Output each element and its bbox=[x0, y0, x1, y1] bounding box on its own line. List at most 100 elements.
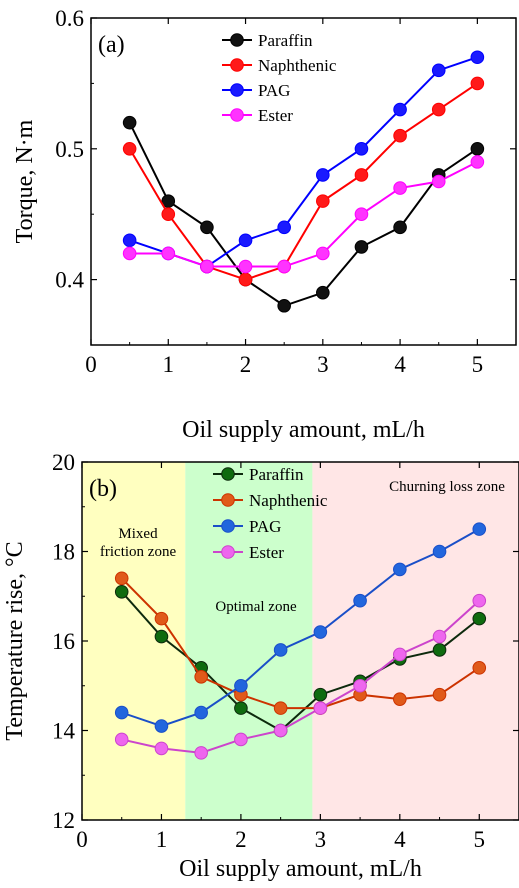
data-point bbox=[393, 128, 407, 143]
data-point bbox=[122, 246, 137, 261]
legend-label: Paraffin bbox=[258, 31, 313, 50]
data-point bbox=[273, 723, 288, 738]
legend-label: Ester bbox=[249, 543, 284, 562]
data-point bbox=[313, 625, 328, 639]
x-tick-label: 4 bbox=[394, 352, 406, 377]
legend-marker bbox=[221, 493, 235, 507]
legend-marker bbox=[221, 467, 235, 481]
x-tick-label: 1 bbox=[156, 827, 168, 852]
data-point bbox=[432, 629, 447, 644]
panel-b: Mixed friction zone Optimal zone Churning l… bbox=[2, 450, 519, 882]
legend-label: PAG bbox=[258, 81, 290, 100]
data-point bbox=[114, 584, 129, 599]
data-point bbox=[277, 298, 291, 313]
data-point bbox=[238, 233, 253, 248]
data-point bbox=[470, 50, 485, 65]
y-axis-label: Temperature rise, °C bbox=[2, 541, 28, 740]
data-point bbox=[472, 593, 487, 608]
series-line bbox=[121, 599, 480, 754]
data-point bbox=[470, 155, 485, 169]
data-point bbox=[154, 611, 169, 626]
zone-label: Mixed bbox=[118, 526, 158, 542]
y-tick-label: 16 bbox=[52, 629, 75, 654]
data-point bbox=[354, 240, 369, 254]
x-tick-label: 0 bbox=[85, 352, 97, 377]
data-point bbox=[472, 661, 487, 675]
data-point bbox=[234, 701, 248, 715]
data-point bbox=[114, 732, 129, 747]
data-point bbox=[277, 259, 291, 274]
y-tick-label: 0.6 bbox=[55, 6, 84, 31]
legend-label: Ester bbox=[258, 106, 293, 125]
panel-a: 0 1 2 3 4 5 0.4 0.5 0.6 (a) Paraffin Naphthenic PA… bbox=[12, 6, 517, 443]
data-point bbox=[393, 692, 407, 706]
x-axis-label: Oil supply amount, mL/h bbox=[179, 856, 422, 882]
legend-marker bbox=[230, 58, 244, 72]
zone-label: Churning loss zone bbox=[389, 479, 505, 495]
legend-marker bbox=[230, 33, 244, 47]
data-point bbox=[194, 705, 208, 720]
series-line bbox=[129, 160, 478, 268]
zone-band bbox=[82, 462, 186, 820]
data-point bbox=[122, 142, 137, 156]
legend: Paraffin Naphthenic PAG Ester bbox=[222, 31, 337, 125]
x-tick-label: 3 bbox=[315, 827, 327, 852]
data-point bbox=[353, 593, 367, 608]
data-point bbox=[200, 259, 214, 274]
legend-label: Naphthenic bbox=[249, 491, 328, 510]
data-point bbox=[273, 701, 288, 715]
data-point bbox=[470, 142, 485, 156]
data-point bbox=[154, 741, 169, 756]
data-point bbox=[161, 246, 176, 261]
data-point bbox=[431, 63, 446, 78]
legend-label: Paraffin bbox=[249, 465, 304, 484]
data-point bbox=[393, 562, 407, 577]
data-point bbox=[238, 272, 253, 287]
zone-label: Optimal zone bbox=[215, 599, 297, 615]
x-axis-label: Oil supply amount, mL/h bbox=[182, 417, 425, 443]
data-point bbox=[431, 174, 446, 189]
x-tick-label: 3 bbox=[317, 352, 329, 377]
zone-label: friction zone bbox=[100, 544, 177, 560]
series-line bbox=[128, 82, 478, 281]
data-point bbox=[354, 168, 369, 182]
series-layer bbox=[122, 50, 485, 313]
panel-label: (a) bbox=[98, 32, 125, 58]
series-layer bbox=[114, 522, 487, 760]
x-tick-label: 5 bbox=[472, 352, 484, 377]
data-point bbox=[354, 142, 369, 156]
legend-marker bbox=[221, 545, 235, 559]
series-line bbox=[128, 122, 478, 307]
data-point bbox=[122, 233, 137, 248]
y-axis-label: Torque, N·m bbox=[12, 119, 38, 243]
x-tick-label: 2 bbox=[240, 352, 252, 377]
y-tick-label: 18 bbox=[52, 540, 75, 565]
data-point bbox=[313, 687, 328, 702]
data-point bbox=[316, 246, 330, 261]
data-point bbox=[154, 629, 169, 644]
data-point bbox=[316, 168, 330, 182]
data-point bbox=[393, 181, 407, 195]
data-point bbox=[234, 678, 248, 693]
y-tick-label: 0.4 bbox=[55, 268, 84, 293]
y-tick-label: 0.5 bbox=[55, 137, 84, 162]
data-point bbox=[114, 705, 129, 720]
x-tick-label: 0 bbox=[76, 827, 88, 852]
data-point bbox=[194, 670, 208, 684]
series-line bbox=[121, 577, 480, 710]
data-point bbox=[431, 102, 446, 117]
x-tick-label: 5 bbox=[474, 827, 486, 852]
data-point bbox=[313, 701, 328, 715]
data-point bbox=[354, 207, 369, 221]
data-point bbox=[472, 522, 487, 536]
data-point bbox=[316, 194, 330, 208]
data-point bbox=[432, 544, 447, 559]
series-line bbox=[120, 591, 480, 732]
data-point bbox=[154, 719, 169, 733]
legend-marker bbox=[230, 108, 244, 122]
zone-band bbox=[312, 462, 519, 820]
y-tick-label: 20 bbox=[52, 450, 75, 475]
x-tick-label: 1 bbox=[163, 352, 175, 377]
data-point bbox=[273, 643, 288, 657]
